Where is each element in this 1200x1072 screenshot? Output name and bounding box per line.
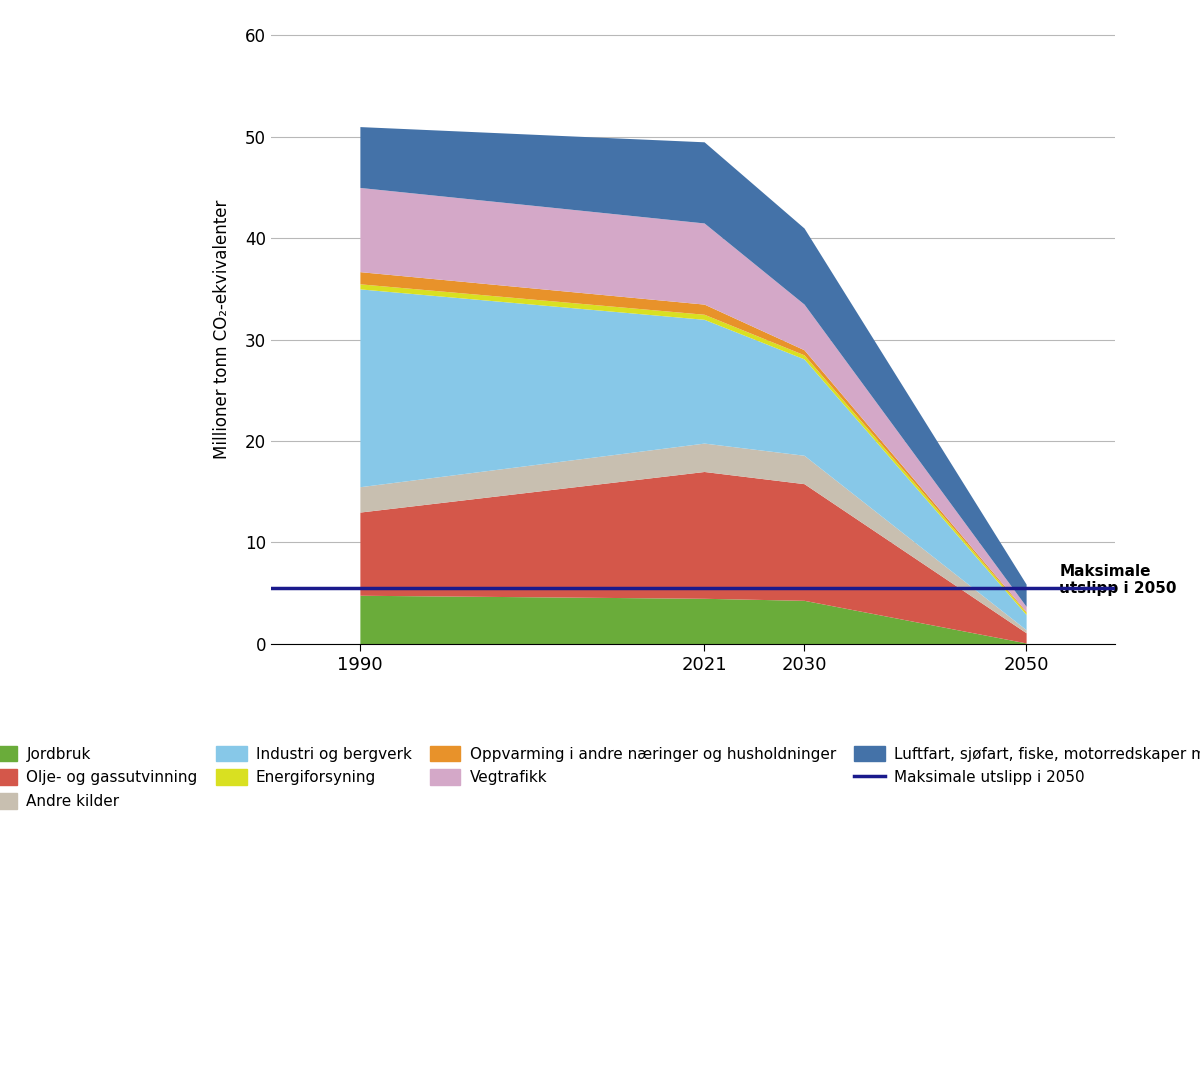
Text: Maksimale
utslipp i 2050: Maksimale utslipp i 2050 <box>1060 564 1177 596</box>
Y-axis label: Millioner tonn CO₂-ekvivalenter: Millioner tonn CO₂-ekvivalenter <box>214 199 232 459</box>
Legend: Jordbruk, Olje- og gassutvinning, Andre kilder, Industri og bergverk, Energifors: Jordbruk, Olje- og gassutvinning, Andre … <box>0 740 1200 815</box>
